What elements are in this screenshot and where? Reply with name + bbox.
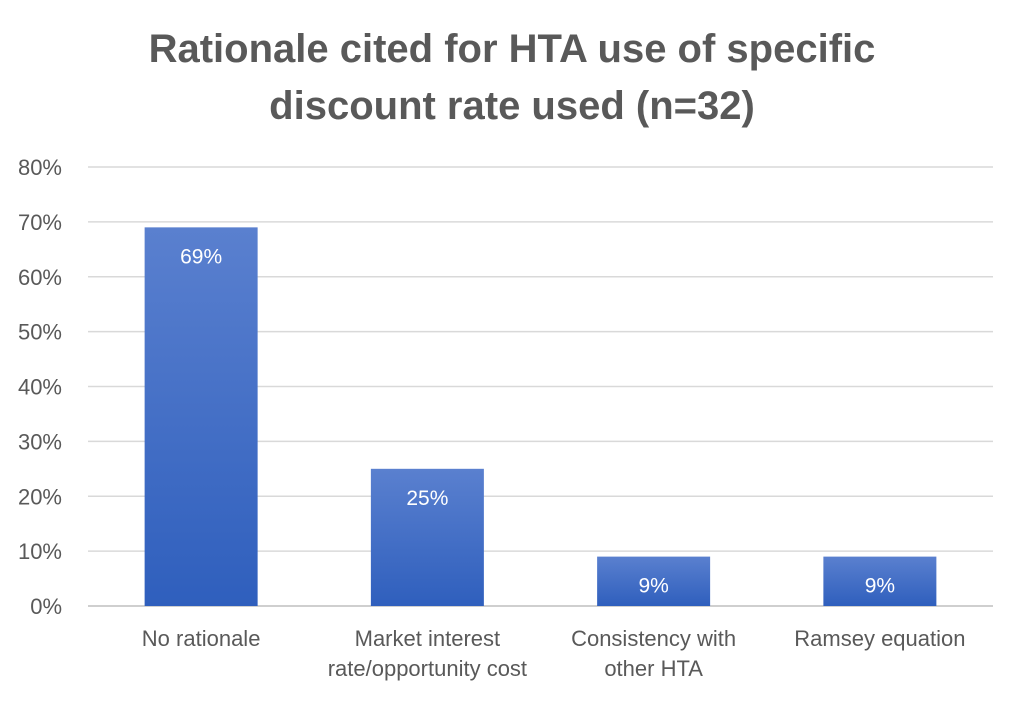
bars bbox=[144, 227, 937, 607]
bar-data-label: 9% bbox=[865, 575, 895, 598]
bar-data-label: 69% bbox=[180, 245, 222, 268]
y-tick-label: 50% bbox=[18, 320, 62, 345]
chart-title-line-2: discount rate used (n=32) bbox=[269, 84, 755, 128]
bar bbox=[823, 556, 937, 606]
x-category-label: Market interest bbox=[355, 626, 501, 651]
y-tick-label: 40% bbox=[18, 375, 62, 400]
bar-data-label: 25% bbox=[406, 487, 448, 510]
x-category-label: Consistency with bbox=[571, 626, 736, 651]
y-tick-label: 0% bbox=[30, 594, 62, 619]
y-tick-label: 70% bbox=[18, 210, 62, 235]
x-category-label: Ramsey equation bbox=[794, 626, 965, 651]
bar bbox=[597, 556, 711, 606]
bar bbox=[144, 227, 258, 607]
y-tick-label: 20% bbox=[18, 484, 62, 509]
bar bbox=[370, 468, 484, 606]
chart-title: Rationale cited for HTA use of specific … bbox=[149, 27, 876, 128]
x-axis-category-labels: No rationale Market interest rate/opportun… bbox=[142, 626, 966, 681]
bar-data-label: 9% bbox=[638, 575, 668, 598]
x-category-label: other HTA bbox=[604, 656, 703, 681]
y-tick-label: 60% bbox=[18, 265, 62, 290]
x-category-label: No rationale bbox=[142, 626, 261, 651]
y-tick-label: 10% bbox=[18, 539, 62, 564]
y-axis-tick-labels: 0% 10% 20% 30% 40% 50% 60% 70% 80% bbox=[18, 155, 62, 619]
y-tick-label: 30% bbox=[18, 429, 62, 454]
data-labels: 69% 25% 9% 9% bbox=[180, 245, 895, 597]
y-tick-label: 80% bbox=[18, 155, 62, 180]
x-category-label: rate/opportunity cost bbox=[328, 656, 527, 681]
chart-title-line-1: Rationale cited for HTA use of specific bbox=[149, 27, 876, 71]
